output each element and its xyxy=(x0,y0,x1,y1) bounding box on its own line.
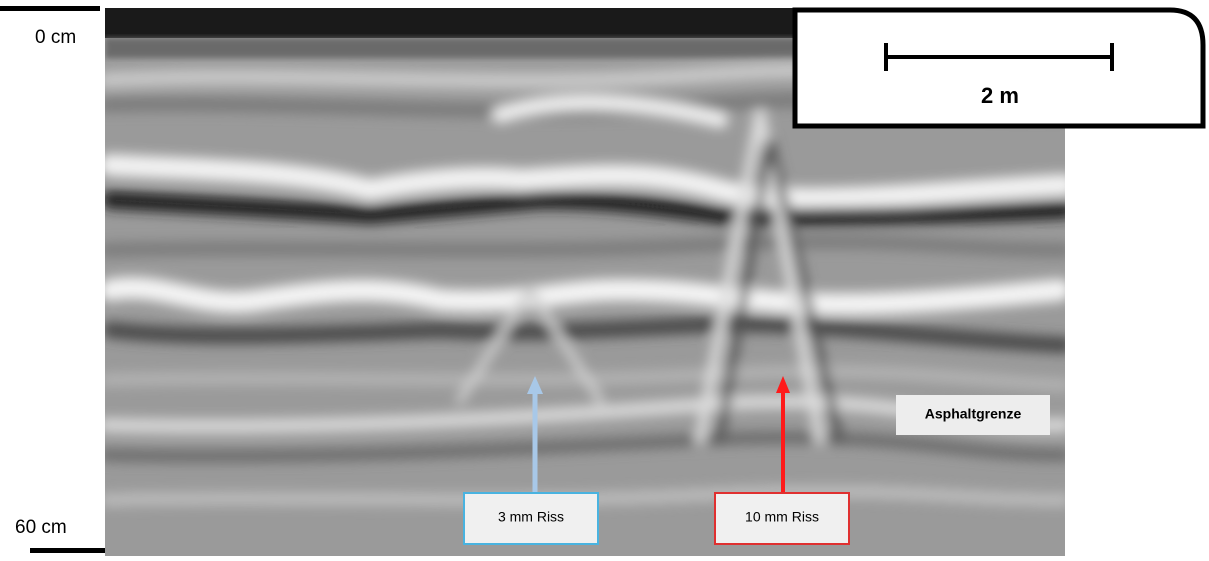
figure: 0 cm 60 cm 2 m Asphaltgrenze 3 mm Riss 1… xyxy=(0,0,1209,556)
scale-box xyxy=(795,10,1203,126)
annotation-label: Asphaltgrenze xyxy=(925,406,1022,422)
depth-tick xyxy=(30,548,105,553)
depth-label: 60 cm xyxy=(15,517,67,538)
depth-label: 0 cm xyxy=(35,27,76,48)
depth-tick xyxy=(0,6,100,11)
scale-label: 2 m xyxy=(981,83,1019,108)
annotation-label: 10 mm Riss xyxy=(745,509,819,525)
annotation-label: 3 mm Riss xyxy=(498,509,564,525)
